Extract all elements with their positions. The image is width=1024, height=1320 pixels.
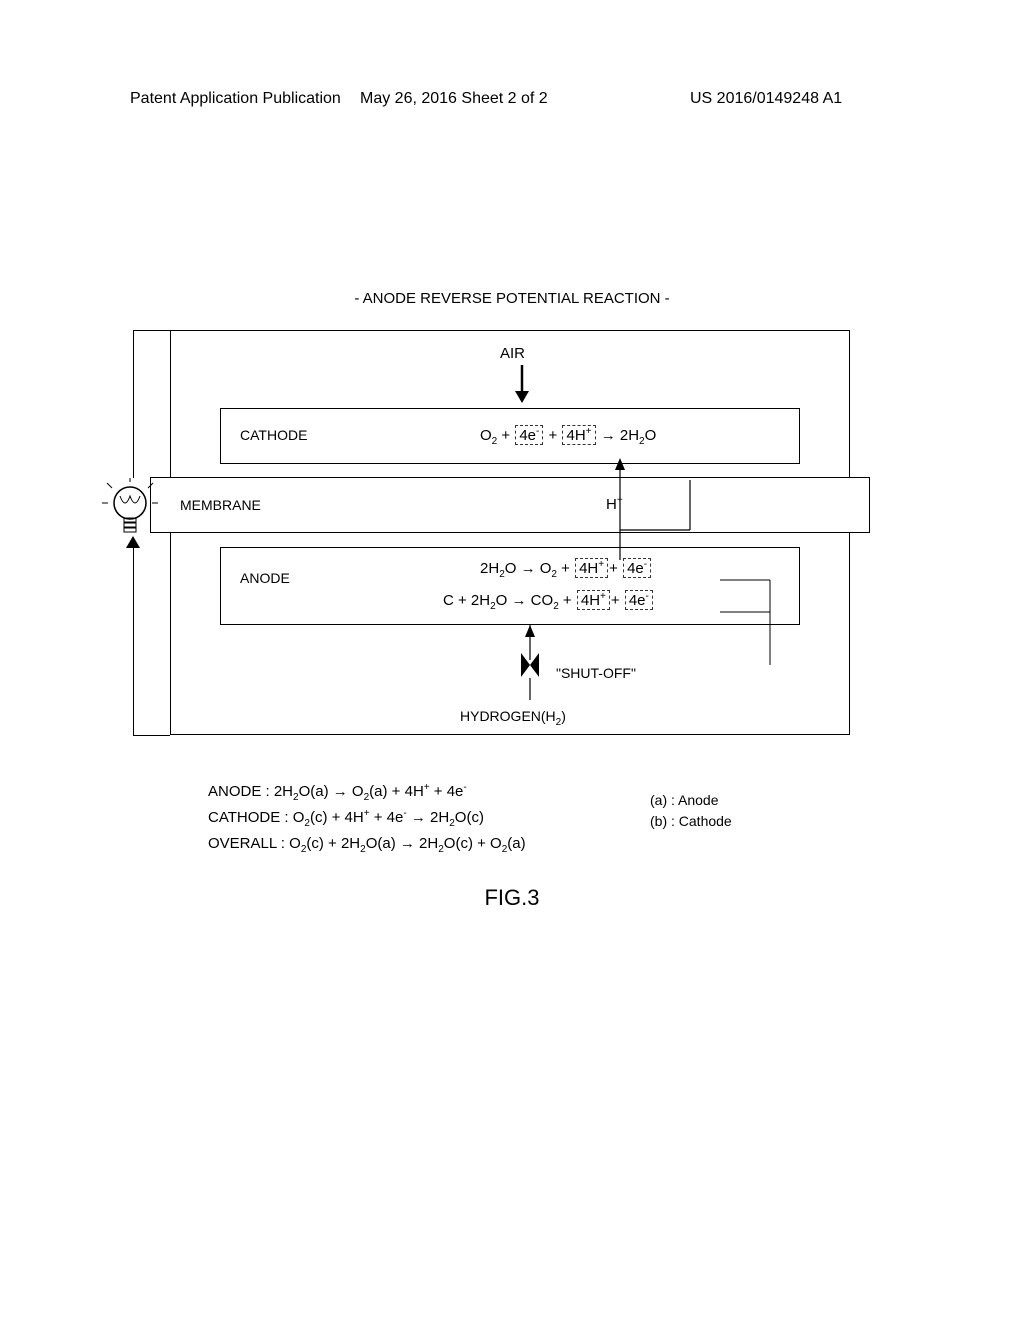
suffix-b: (b) : Cathode	[650, 811, 732, 832]
header-right: US 2016/0149248 A1	[690, 90, 842, 108]
cathode-overall-eq: CATHODE : O2(c) + 4H+ + 4e- → 2H2O(c)	[208, 806, 526, 832]
hydrogen-label: HYDROGEN(H2)	[460, 708, 566, 728]
eq-text: (c) + 2H	[306, 835, 360, 852]
eq-text: HYDROGEN(H	[460, 708, 556, 724]
eq-text: → 2H	[407, 809, 450, 826]
header-center: May 26, 2016 Sheet 2 of 2	[360, 90, 548, 108]
anode-overall-eq: ANODE : 2H2O(a) → O2(a) + 4H+ + 4e-	[208, 780, 526, 806]
eq-text: (a)	[507, 835, 525, 852]
eq-text: (a) + 4H	[369, 783, 424, 800]
eq-text: )	[561, 708, 566, 724]
diagram-connectors	[150, 330, 870, 740]
eq-text: O(a) → 2H	[366, 835, 439, 852]
figure-label: FIG.3	[0, 885, 1024, 911]
eq-text: O(c) + O	[444, 835, 502, 852]
equations-block: ANODE : 2H2O(a) → O2(a) + 4H+ + 4e- CATH…	[208, 780, 526, 858]
wire	[133, 330, 134, 478]
header-left: Patent Application Publication	[130, 90, 341, 108]
eq-text: O(c)	[455, 809, 484, 826]
overall-eq: OVERALL : O2(c) + 2H2O(a) → 2H2O(c) + O2…	[208, 832, 526, 858]
shutoff-label: "SHUT-OFF"	[556, 665, 636, 681]
wire	[133, 542, 134, 735]
eq-text: CATHODE : O	[208, 809, 304, 826]
wire	[133, 330, 170, 331]
suffix-legend: (a) : Anode (b) : Cathode	[650, 790, 732, 832]
eq-text: O(a) → O	[299, 783, 364, 800]
eq-text: OVERALL : O	[208, 835, 301, 852]
eq-text: + 4e	[430, 783, 464, 800]
eq-text: + 4e	[370, 809, 404, 826]
up-arrow-icon	[126, 536, 140, 550]
suffix-a: (a) : Anode	[650, 790, 732, 811]
eq-text: (c) + 4H	[310, 809, 364, 826]
eq-text: ANODE : 2H	[208, 783, 293, 800]
wire	[133, 735, 170, 736]
diagram-title: - ANODE REVERSE POTENTIAL REACTION -	[0, 290, 1024, 307]
